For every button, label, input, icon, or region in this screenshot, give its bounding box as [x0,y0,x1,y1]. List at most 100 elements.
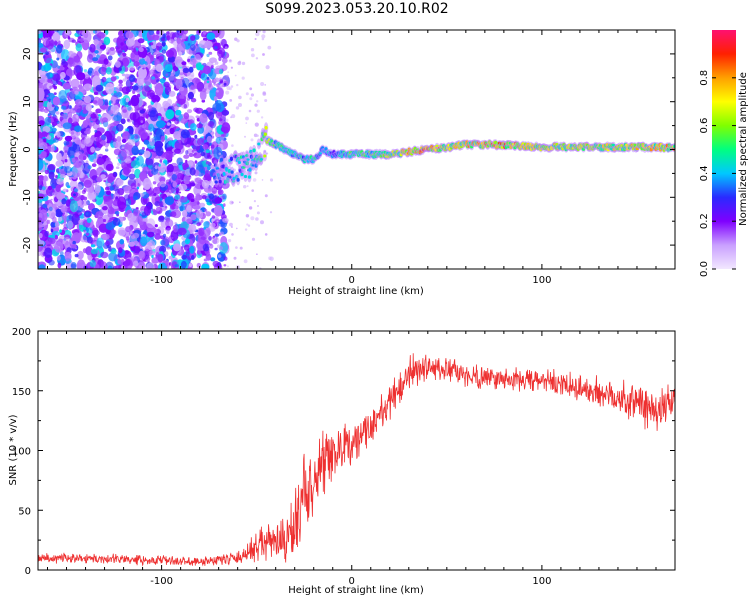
spectrogram-noise-blob [143,150,151,159]
spectrogram-noise-blob [164,205,168,209]
spectrogram-noise-blob [64,135,73,142]
spectrogram-speckle [231,201,234,204]
spectrogram-speckle [262,30,266,34]
spectrogram-noise-blob [147,202,152,207]
spectrogram-noise-blob [167,186,173,190]
spectrogram-noise-blob [138,47,144,53]
spectrogram-speckle [253,200,256,203]
spectrogram-noise-blob [151,94,161,103]
colorbar-tick-label: 0.8 [699,70,710,86]
snr-plot-area [38,353,675,567]
spectrogram-ylabel: Frequency (Hz) [8,111,19,187]
spectrogram-speckle [215,61,219,65]
spectrogram-noise-blob [169,211,177,218]
spectrogram-noise-blob [151,76,156,80]
spectrogram-noise-blob [125,226,132,233]
spectrogram-noise-blob [44,176,49,182]
spectrogram-noise-blob [182,67,190,74]
spectrogram-speckle [255,31,260,37]
spectrogram-noise-blob [183,204,187,207]
spectrogram-speckle [267,45,272,50]
spectrogram-noise-blob [194,177,202,183]
spectrogram-noise-blob [172,224,179,233]
spectrogram-noise-blob [191,255,195,260]
spectrogram-noise-blob [156,120,166,129]
spectrogram-speckle [256,134,259,137]
spectrogram-noise-blob [122,109,127,113]
spectrogram-noise-blob [146,262,155,269]
spectrogram-noise-blob [207,164,211,171]
spectrogram-noise-blob [41,131,48,138]
spectrogram-noise-blob [202,65,212,75]
spectrogram-noise-blob [61,58,66,64]
spectrogram-noise-blob [44,247,53,259]
spectrogram-noise-blob [65,257,70,262]
spectrogram-noise-blob [188,153,194,157]
spectrogram-noise-blob [164,196,175,205]
spectrogram-noise-blob [38,42,44,48]
spectrogram-noise-blob [203,221,210,229]
spectrogram-noise-blob [165,109,175,120]
spectrogram-speckle [249,97,253,101]
spectrogram-noise-blob [38,74,48,84]
spectrogram-noise-blob [190,198,195,202]
spectrogram-noise-blob [96,158,105,165]
spectrogram-noise-blob [154,201,161,207]
spectrogram-noise-blob [201,99,206,103]
spectrogram-noise-blob [47,185,53,191]
spectrogram-noise-blob [177,227,187,236]
spectrogram-speckle [219,83,224,88]
colorbar-tick-label: 0.4 [699,165,710,181]
spectrogram-noise-blob [142,67,145,70]
spectrogram-noise-blob [94,129,98,133]
spectrogram-noise-blob [162,33,166,39]
spectrogram-noise-blob [121,73,126,77]
spectrogram-noise-blob [86,54,94,63]
spectrogram-noise-blob [105,82,115,95]
spectrogram-ridge-cell [264,125,268,130]
spectrogram-noise-blob [152,209,158,216]
spectrogram-speckle [251,53,255,58]
spectrogram-noise-blob [38,120,45,126]
spectrogram-noise-blob [125,31,134,39]
spectrogram-noise-blob [168,90,176,97]
spectrogram-noise-blob [112,217,121,226]
spectrogram-noise-blob [157,253,164,263]
spectrogram-noise-blob [55,174,58,179]
spectrogram-speckle [228,239,232,243]
spectrogram-noise-blob [141,212,147,218]
spectrogram-speckle [229,59,232,62]
spectrogram-noise-blob [196,262,201,268]
spectrogram-noise-blob [179,196,188,203]
spectrogram-noise-blob [127,139,136,146]
spectrogram-noise-blob [208,51,213,55]
spectrogram-noise-blob [183,103,188,109]
spectrogram-noise-blob [173,131,182,139]
spectrogram-noise-blob [105,163,114,172]
spectrogram-speckle [256,253,258,255]
spectrogram-noise-blob [56,255,61,261]
spectrogram-noise-blob [92,229,100,236]
spectrogram-noise-blob [169,127,175,135]
spectrogram-noise-blob [38,159,44,171]
spectrogram-noise-blob [156,207,160,212]
spectrogram-speckle [226,155,229,158]
spectrogram-noise-blob [184,169,192,176]
spectrogram-noise-blob [204,170,211,176]
spectrogram-noise-blob [217,112,223,117]
spectrogram-noise-blob [71,39,77,43]
spectrogram-noise-blob [56,131,61,138]
spectrogram-noise-blob [162,233,167,238]
spectrogram-noise-blob [205,149,210,153]
spectrogram-noise-blob [207,193,210,196]
spectrogram-speckle [234,74,237,77]
spectrogram-noise-blob [213,83,217,86]
spectrogram-speckle [256,30,261,33]
spectrogram-noise-blob [118,247,123,254]
spectrogram-speckle [264,233,268,236]
spectrogram-noise-blob [89,121,95,127]
spectrogram-noise-blob [188,263,193,268]
colorbar-ramp [712,30,736,269]
spectrogram-noise-blob [176,157,183,166]
